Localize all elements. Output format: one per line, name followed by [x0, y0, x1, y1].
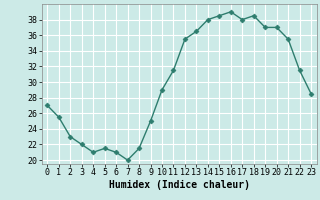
- X-axis label: Humidex (Indice chaleur): Humidex (Indice chaleur): [109, 180, 250, 190]
